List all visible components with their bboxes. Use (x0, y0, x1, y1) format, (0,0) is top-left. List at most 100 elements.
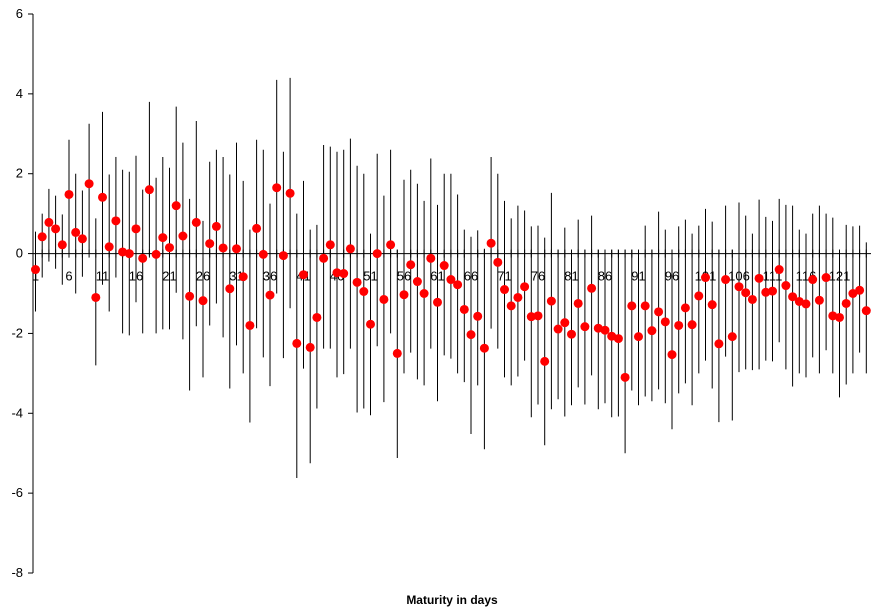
data-point (500, 285, 509, 295)
data-point (205, 239, 215, 249)
x-axis-title: Maturity in days (406, 593, 498, 607)
data-point (801, 299, 811, 309)
y-tick-label: 6 (16, 6, 23, 21)
data-point (37, 232, 47, 242)
data-point (774, 265, 784, 275)
x-tick-label: 71 (497, 269, 511, 284)
data-point (540, 356, 550, 366)
data-point (553, 324, 563, 334)
data-point (272, 183, 282, 193)
data-point (258, 249, 268, 259)
data-point (352, 277, 362, 287)
y-tick-label: -6 (11, 485, 23, 500)
data-point (104, 242, 114, 252)
data-point (198, 296, 208, 306)
x-tick-label: 106 (728, 269, 750, 284)
data-point (694, 291, 704, 301)
data-point (406, 260, 416, 270)
data-point (171, 201, 181, 211)
data-point (225, 284, 235, 294)
data-point (64, 189, 74, 199)
data-point (841, 298, 851, 308)
data-point (506, 301, 516, 311)
data-point (781, 281, 791, 291)
data-point (546, 296, 556, 306)
data-point (278, 251, 288, 261)
data-point (727, 332, 737, 342)
data-point (345, 244, 355, 254)
x-tick-label: 1 (32, 269, 39, 284)
data-point (111, 216, 121, 226)
data-point (459, 304, 469, 314)
y-tick-label: -2 (11, 325, 23, 340)
data-point (419, 289, 429, 298)
data-point (218, 243, 228, 253)
data-point (158, 233, 168, 243)
data-point (861, 306, 871, 316)
data-point (667, 350, 677, 360)
data-point (51, 224, 61, 234)
data-point (245, 320, 255, 330)
data-point (433, 297, 442, 307)
data-point (533, 311, 543, 321)
data-point (654, 307, 664, 317)
data-point (734, 282, 744, 292)
data-point (567, 329, 576, 339)
data-point (573, 298, 583, 308)
x-tick-label: 61 (430, 269, 444, 284)
data-point (426, 253, 436, 263)
data-point (319, 253, 329, 263)
data-point (600, 325, 610, 335)
x-tick-label: 11 (96, 269, 110, 284)
y-tick-label: 2 (16, 166, 23, 181)
data-point (855, 285, 865, 295)
data-point (453, 280, 463, 290)
data-point (332, 268, 342, 278)
data-point (640, 301, 650, 311)
x-tick-label: 6 (65, 269, 72, 284)
data-point (747, 294, 757, 304)
data-point (265, 290, 275, 300)
data-point (165, 243, 174, 253)
data-point (821, 273, 831, 283)
data-point (647, 326, 657, 336)
data-point (305, 342, 315, 352)
data-point (252, 223, 262, 233)
data-point (620, 372, 630, 382)
y-tick-label: -8 (11, 565, 23, 580)
data-point (339, 269, 349, 279)
x-tick-label: 66 (464, 269, 478, 284)
data-point (325, 240, 335, 250)
data-point (721, 275, 731, 285)
data-point (71, 227, 81, 237)
data-point (707, 300, 717, 310)
data-point (292, 338, 302, 348)
x-tick-label: 96 (665, 269, 679, 284)
data-point (392, 348, 402, 358)
data-point (299, 270, 308, 280)
data-point (479, 343, 489, 353)
x-tick-label: 91 (631, 269, 645, 284)
data-point (31, 265, 40, 275)
data-point (211, 221, 221, 231)
data-point (701, 273, 710, 283)
data-point (486, 238, 496, 248)
data-point (77, 234, 87, 244)
data-point (848, 289, 858, 298)
data-point (379, 294, 389, 304)
data-point (232, 244, 241, 254)
data-point (138, 253, 148, 263)
data-point (741, 288, 751, 298)
x-tick-label: 86 (598, 269, 612, 284)
data-point (191, 217, 201, 227)
data-point (680, 303, 690, 313)
data-point (580, 322, 590, 332)
data-point (634, 332, 643, 342)
data-point (613, 334, 623, 344)
data-point (520, 282, 530, 292)
data-point (473, 311, 483, 321)
data-point (399, 290, 409, 300)
data-point (627, 301, 637, 311)
data-point (446, 275, 456, 285)
